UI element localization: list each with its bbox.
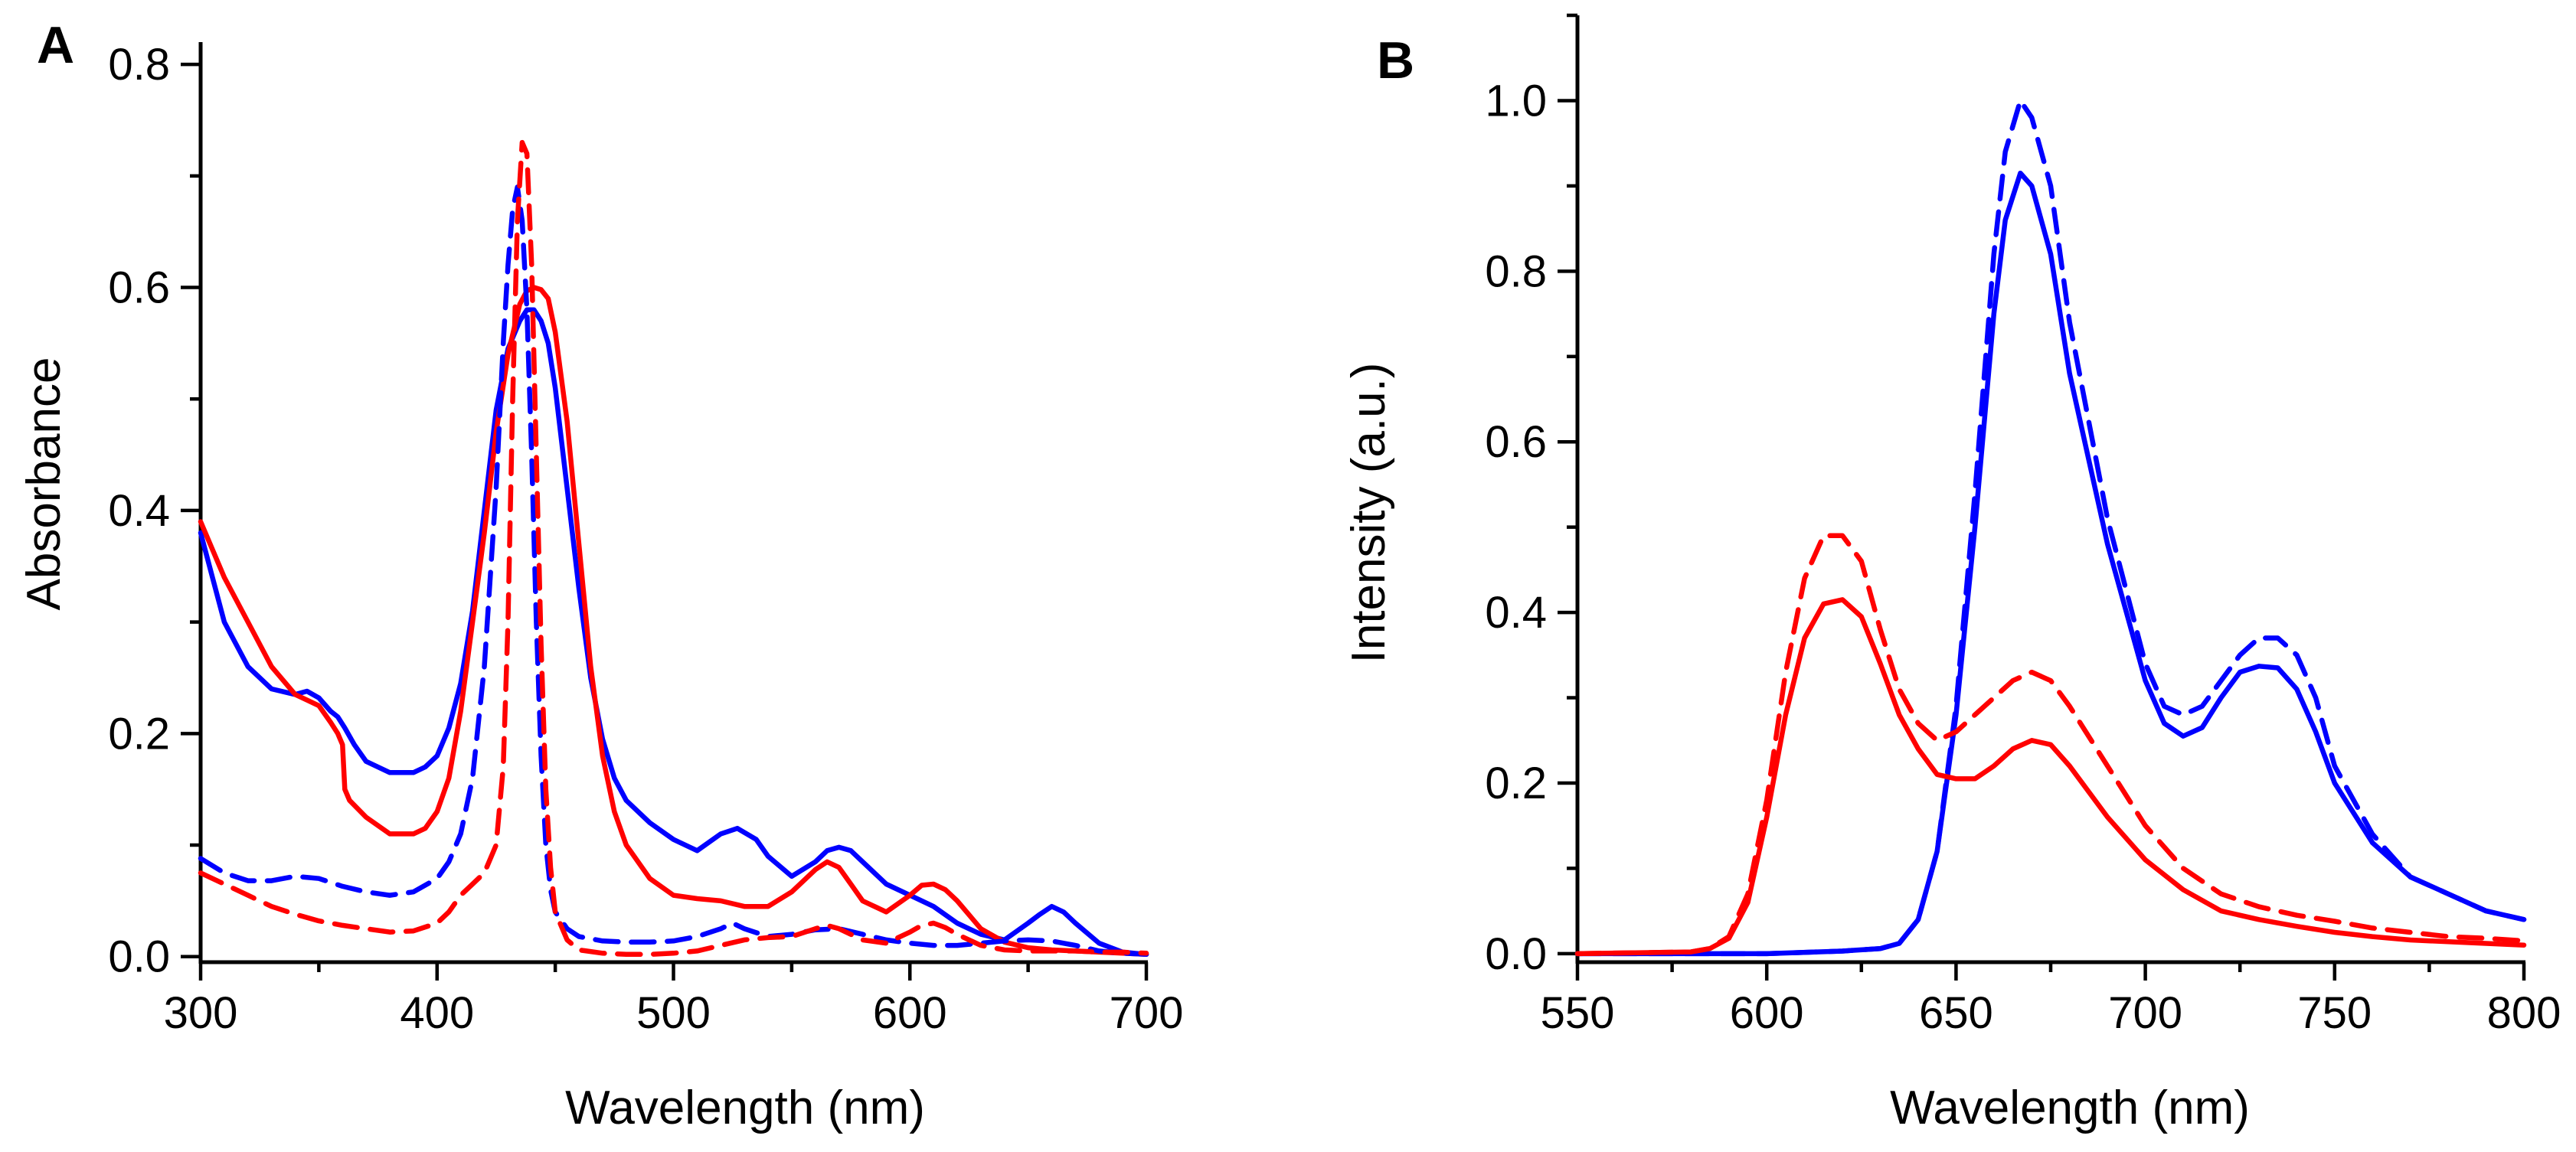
panel-a-series-blue-solid [198, 307, 1149, 958]
panel-a-y-tick-label: 0.2 [108, 709, 170, 759]
panel-b-series-red-dashed [1574, 533, 2527, 957]
panel-b-y-axis-title: Intensity (a.u.) [1342, 363, 1395, 664]
panel-a-y-tick-label: 0.8 [108, 40, 170, 90]
panel-a-series-red-solid [198, 285, 1149, 958]
panel-b-y-tick-label: 0.0 [1485, 929, 1547, 979]
panel-a: A Absorbance Wavelength (nm) 300 400 500 60… [18, 16, 1183, 1134]
panel-a-y-tick-label: 0.6 [108, 263, 170, 313]
panel-b-y-tick-label: 0.2 [1485, 759, 1547, 808]
panel-b-x-tick-label: 600 [1730, 988, 1804, 1038]
panel-b-x-tick-label: 750 [2297, 988, 2372, 1038]
panel-a-x-tick-label: 700 [1110, 988, 1184, 1038]
panel-b-x-axis-title: Wavelength (nm) [1890, 1082, 2250, 1134]
panel-b-series-red-solid [1574, 597, 2527, 957]
panel-a-series-red-dashed [198, 139, 1149, 958]
panel-a-label: A [37, 16, 74, 74]
panel-b-series-blue-dashed [1574, 98, 2527, 957]
panel-a-y-tick-label: 0.0 [108, 932, 170, 982]
panel-b-x-tick-label: 550 [1541, 988, 1615, 1038]
panel-b-y-tick-label: 1.0 [1485, 76, 1547, 126]
panel-a-y-tick-label: 0.4 [108, 486, 170, 536]
panel-a-x-tick-label: 400 [400, 988, 474, 1038]
panel-b-series-blue-solid [1574, 170, 2527, 957]
panel-a-y-axis-title: Absorbance [18, 357, 70, 611]
panel-a-x-tick-label: 300 [164, 988, 238, 1038]
panel-b-x-tick-label: 650 [1919, 988, 1993, 1038]
panel-b-y-tick-label: 0.4 [1485, 588, 1547, 638]
panel-a-x-tick-label: 600 [873, 988, 947, 1038]
panel-b-x-tick-label: 800 [2487, 988, 2561, 1038]
panel-b-label: B [1377, 31, 1414, 90]
panel-a-x-axis-title: Wavelength (nm) [565, 1082, 925, 1134]
panel-a-x-tick-label: 500 [636, 988, 711, 1038]
panel-b-y-tick-label: 0.8 [1485, 246, 1547, 296]
panel-b: B Intensity (a.u.) Wavelength (nm) 550 60… [1342, 13, 2561, 1134]
panel-b-y-tick-label: 0.6 [1485, 417, 1547, 467]
panel-b-x-tick-label: 700 [2108, 988, 2182, 1038]
